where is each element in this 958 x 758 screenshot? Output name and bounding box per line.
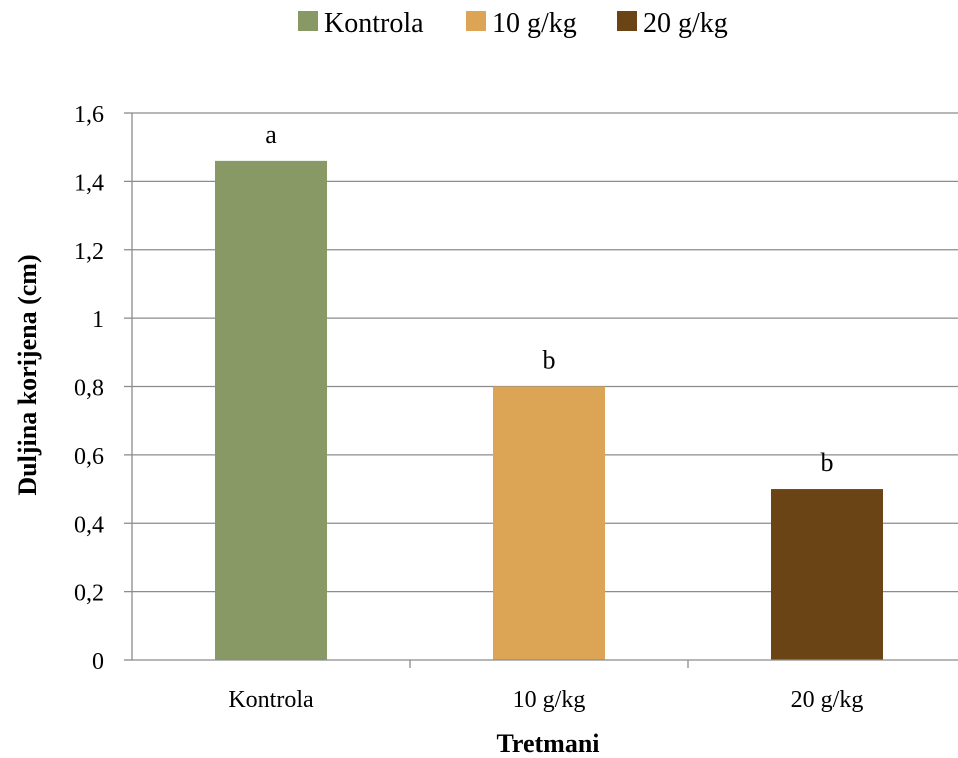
y-tick-labels: 0 0,2 0,4 0,6 0,8 1 1,2 1,4 1,6 [74,102,104,675]
y-tick-label: 1,2 [74,239,104,265]
y-tick-label: 1 [92,307,104,333]
legend-label-1: Kontrola [324,8,424,39]
bar-1 [215,160,327,661]
x-tick-label: Kontrola [228,687,314,713]
y-tick-label: 0,2 [74,581,104,607]
y-tick-label: 0,4 [74,512,104,538]
x-axis-title: Tretmani [496,729,599,758]
x-tick-labels: Kontrola 10 g/kg 20 g/kg [228,687,863,713]
bars [215,160,883,661]
x-tick-label: 10 g/kg [513,687,586,713]
x-tick-label: 20 g/kg [791,687,864,713]
legend-label-3: 20 g/kg [643,8,728,39]
y-tick-label: 0,6 [74,444,104,470]
bar-label-3: b [821,448,834,477]
legend: Kontrola 10 g/kg 20 g/kg [298,8,728,39]
legend-label-2: 10 g/kg [492,8,577,39]
axes [124,112,958,668]
y-tick-label: 0 [92,649,104,675]
y-axis-title: Duljina korijena (cm) [13,254,42,495]
legend-swatch-2 [466,11,486,31]
y-tick-label: 1,4 [74,170,104,196]
legend-swatch-1 [298,11,318,31]
y-tick-label: 1,6 [74,102,104,128]
data-labels: a b b [265,120,833,477]
y-tick-label: 0,8 [74,376,104,402]
bar-label-1: a [265,120,277,149]
bar-2 [493,386,605,660]
bar-label-2: b [543,346,556,375]
legend-swatch-3 [617,11,637,31]
bar-3 [771,489,883,660]
